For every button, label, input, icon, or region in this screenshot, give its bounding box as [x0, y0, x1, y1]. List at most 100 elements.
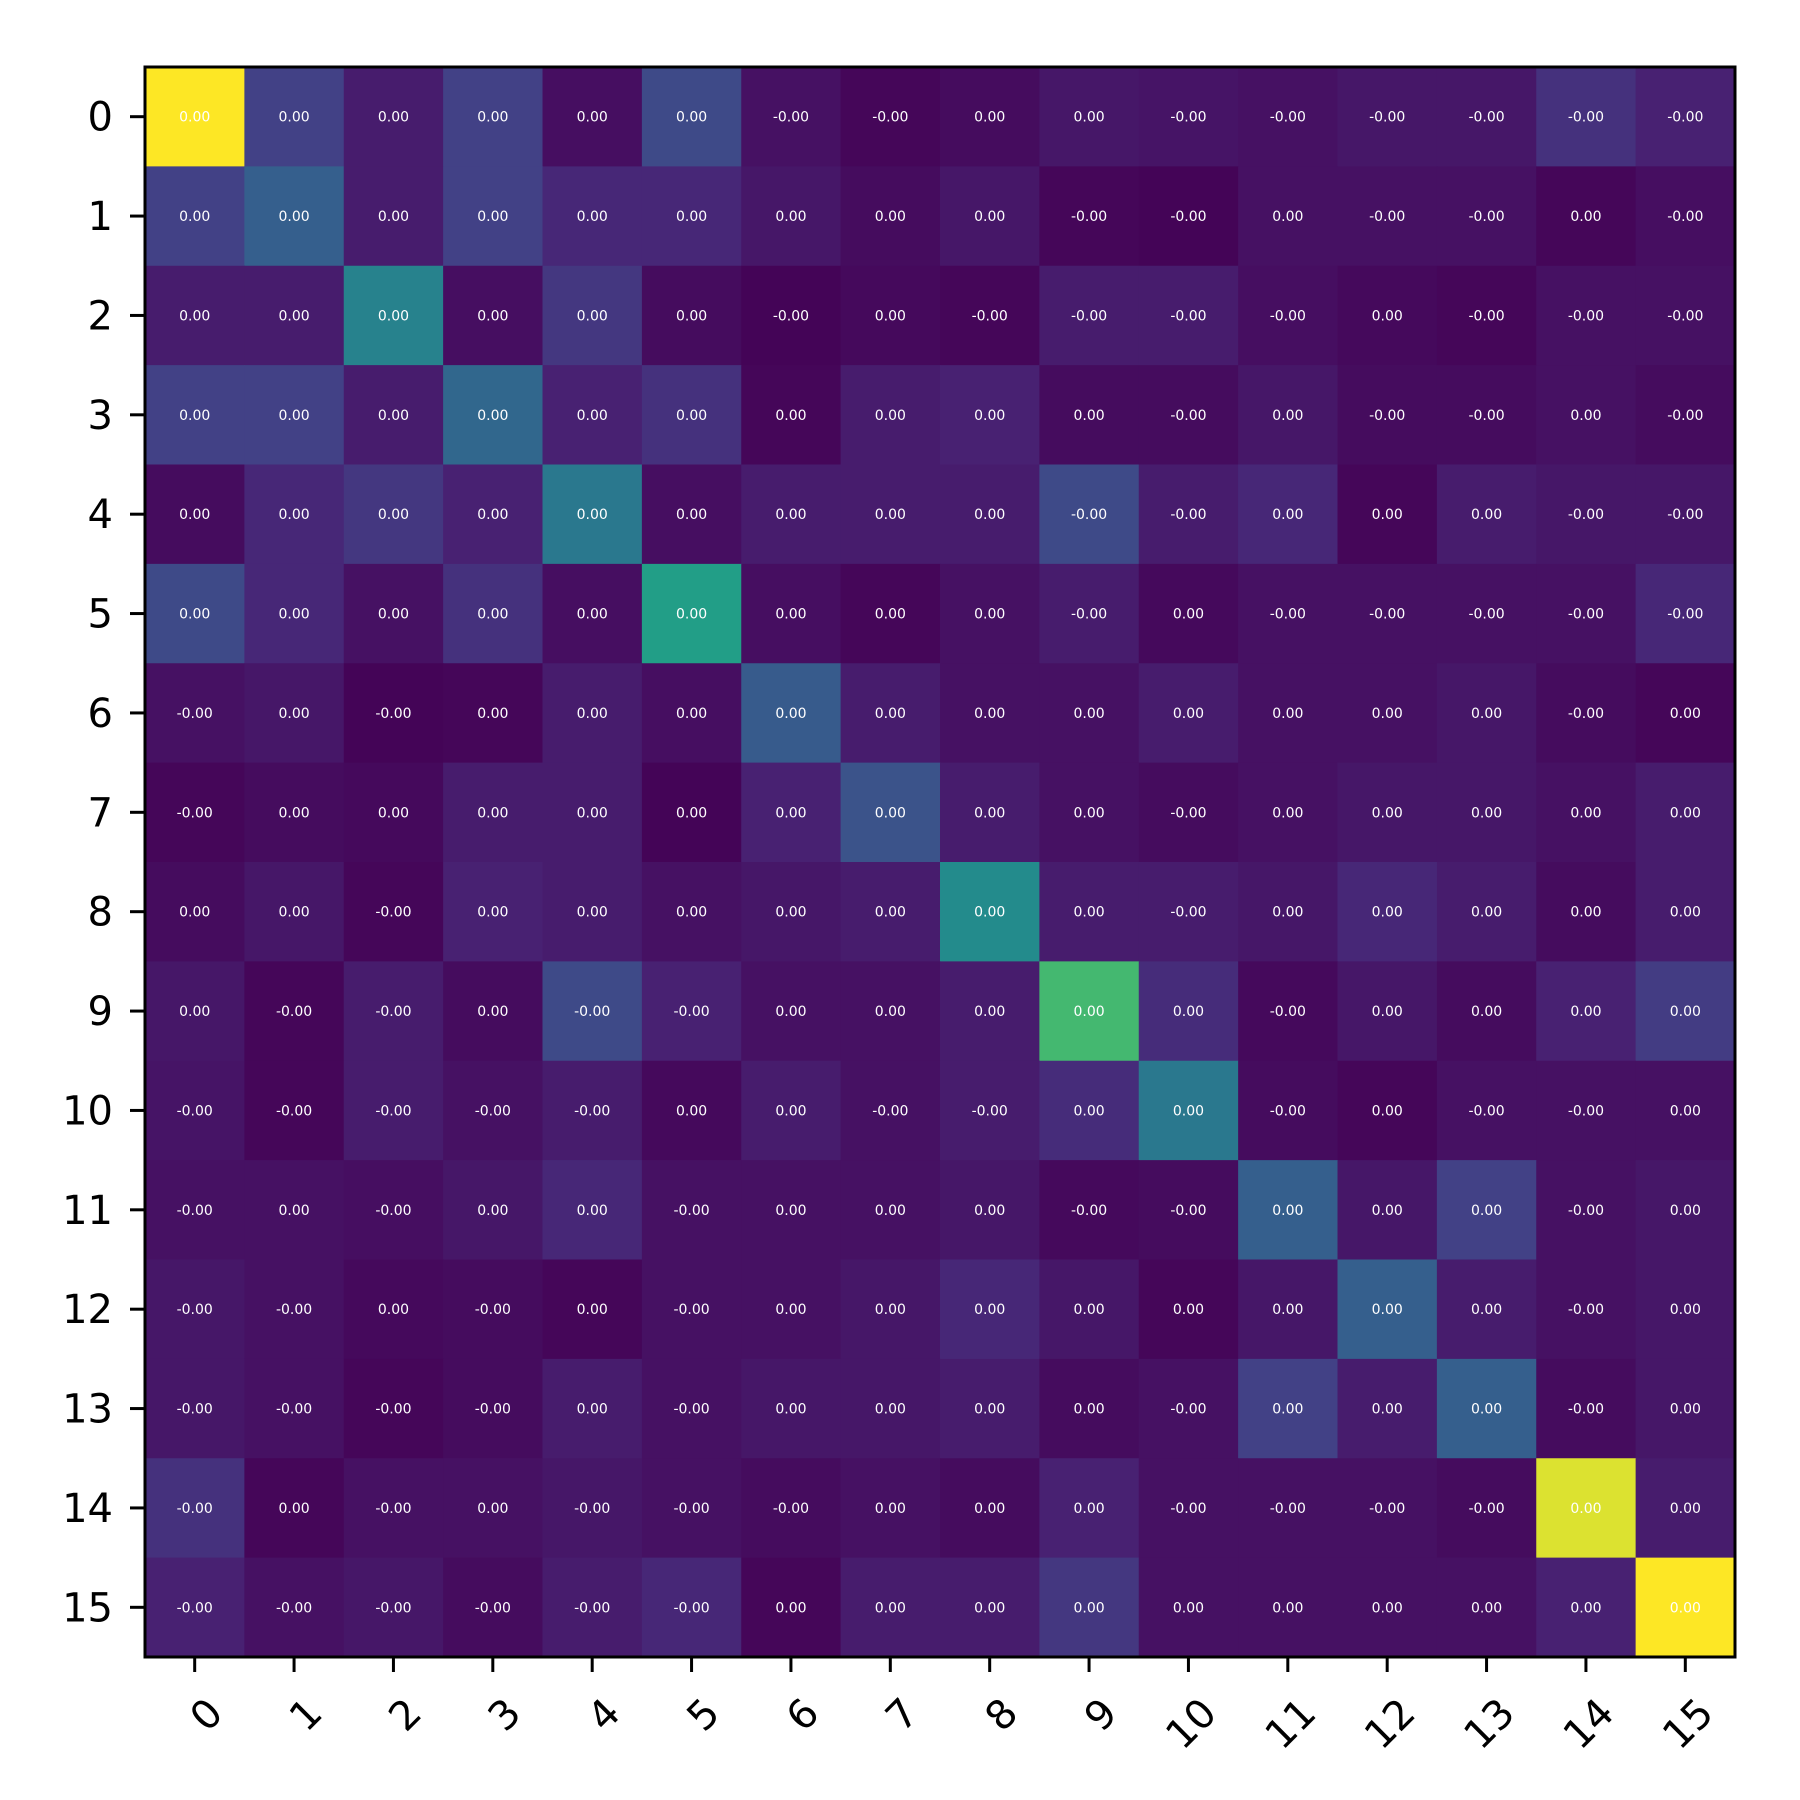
heatmap-cell: [840, 862, 941, 962]
heatmap-cell: [1436, 67, 1537, 167]
cell-value-label: -0.00: [375, 1402, 411, 1418]
heatmap-cell: [1436, 663, 1537, 764]
heatmap-cell: [542, 166, 643, 267]
cell-value-label: 0.00: [1272, 1600, 1303, 1616]
cell-value-label: -0.00: [1170, 1402, 1206, 1418]
heatmap-cell: [1635, 1160, 1736, 1260]
cell-value-label: -0.00: [1667, 308, 1703, 324]
heatmap-cell: [840, 563, 941, 664]
heatmap-cell: [542, 1358, 643, 1459]
heatmap-cell: [145, 166, 245, 267]
heatmap-cell: [1337, 1358, 1438, 1459]
heatmap-cell: [1138, 265, 1239, 366]
cell-value-label: 0.00: [1272, 1203, 1303, 1219]
cell-value-label: 0.00: [1372, 1402, 1403, 1418]
cell-value-label: 0.00: [676, 507, 707, 523]
cell-value-label: 0.00: [1173, 1004, 1204, 1020]
heatmap-cell: [1238, 1259, 1338, 1360]
heatmap-cell: [343, 563, 444, 664]
cell-value-label: -0.00: [375, 905, 411, 921]
cell-value-label: -0.00: [475, 1600, 511, 1616]
heatmap-cell: [1337, 67, 1438, 167]
cell-value-label: 0.00: [1670, 1302, 1701, 1318]
heatmap-cell: [940, 365, 1040, 465]
heatmap-cell: [741, 563, 842, 664]
heatmap-cell: [1337, 563, 1438, 664]
cell-value-label: 0.00: [1073, 1004, 1104, 1020]
heatmap-cell: [641, 563, 742, 664]
heatmap-cell: [1238, 563, 1338, 664]
cell-value-label: 0.00: [577, 706, 608, 722]
cell-value-label: -0.00: [1071, 607, 1107, 623]
heatmap-cell: [244, 1458, 345, 1559]
cell-value-label: -0.00: [375, 1600, 411, 1616]
heatmap-cell: [1238, 663, 1338, 764]
heatmap-cell: [1635, 166, 1736, 267]
cell-value-label: 0.00: [378, 308, 409, 324]
cell-value-label: 0.00: [477, 308, 508, 324]
heatmap-cell: [840, 365, 941, 465]
heatmap-cell: [840, 1060, 941, 1161]
cell-value-label: -0.00: [276, 1103, 312, 1119]
heatmap-cell: [443, 365, 543, 465]
cell-value-label: 0.00: [775, 706, 806, 722]
heatmap-cell: [1039, 961, 1140, 1062]
heatmap-cell: [1436, 563, 1537, 664]
heatmap-cell: [145, 762, 245, 863]
heatmap-cell: [741, 1458, 842, 1559]
cell-value-label: 0.00: [1570, 1600, 1601, 1616]
heatmap-cell: [840, 1358, 941, 1459]
cell-value-label: -0.00: [1170, 905, 1206, 921]
heatmap-cell: [1436, 1358, 1537, 1459]
heatmap-cell: [343, 762, 444, 863]
heatmap-cell: [343, 1259, 444, 1360]
cell-value-label: -0.00: [1468, 110, 1504, 126]
heatmap-cell: [443, 166, 543, 267]
heatmap-cell: [542, 265, 643, 366]
heatmap-cell: [1138, 862, 1239, 962]
cell-value-label: -0.00: [475, 1103, 511, 1119]
cell-value-label: -0.00: [673, 1402, 709, 1418]
heatmap-cell: [1238, 862, 1338, 962]
heatmap-cell: [443, 862, 543, 962]
cell-value-label: 0.00: [974, 1203, 1005, 1219]
cell-value-label: 0.00: [974, 1501, 1005, 1517]
heatmap-cell: [145, 563, 245, 664]
heatmap-cell: [1039, 1458, 1140, 1559]
heatmap-cell: [1436, 862, 1537, 962]
cell-value-label: -0.00: [673, 1203, 709, 1219]
heatmap-cell: [840, 1557, 941, 1658]
cell-value-label: 0.00: [1570, 209, 1601, 225]
cell-value-label: 0.00: [577, 1302, 608, 1318]
heatmap-cell: [1138, 1060, 1239, 1161]
heatmap-cell: [1337, 762, 1438, 863]
cell-value-label: -0.00: [177, 1600, 213, 1616]
heatmap-cell: [1039, 563, 1140, 664]
cell-value-label: -0.00: [1369, 408, 1405, 424]
cell-value-label: 0.00: [775, 1103, 806, 1119]
cell-value-label: 0.00: [278, 1501, 309, 1517]
y-tick-label: 6: [88, 691, 113, 737]
heatmap-cell: [741, 862, 842, 962]
cell-value-label: 0.00: [278, 308, 309, 324]
cell-value-label: 0.00: [1173, 1302, 1204, 1318]
heatmap-cell: [1536, 1160, 1637, 1260]
cell-value-label: 0.00: [875, 507, 906, 523]
heatmap-cell: [1337, 663, 1438, 764]
cell-value-label: 0.00: [378, 1302, 409, 1318]
heatmap-cell: [1238, 365, 1338, 465]
heatmap-cell: [940, 67, 1040, 167]
heatmap-cell: [1436, 762, 1537, 863]
heatmap-cell: [1238, 67, 1338, 167]
y-tick-label: 3: [88, 393, 113, 439]
cell-value-label: 0.00: [477, 1004, 508, 1020]
cell-value-label: 0.00: [1372, 1103, 1403, 1119]
heatmap-cell: [741, 365, 842, 465]
cell-value-label: -0.00: [276, 1004, 312, 1020]
heatmap-cell: [1337, 1160, 1438, 1260]
cell-value-label: 0.00: [1471, 905, 1502, 921]
heatmap-cell: [741, 1259, 842, 1360]
heatmap-cell: [940, 1458, 1040, 1559]
cell-value-label: 0.00: [1073, 1402, 1104, 1418]
cell-value-label: -0.00: [872, 1103, 908, 1119]
